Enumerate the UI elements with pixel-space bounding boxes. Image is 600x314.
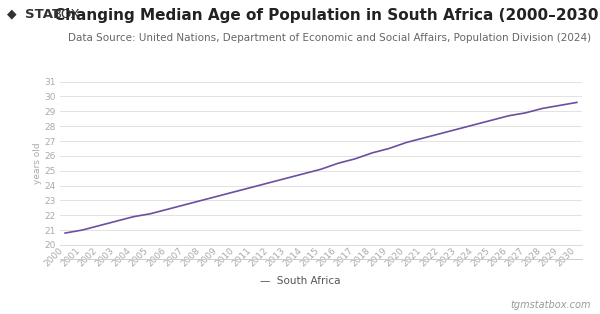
Y-axis label: years old: years old: [32, 143, 41, 184]
Text: Changing Median Age of Population in South Africa (2000–2030): Changing Median Age of Population in Sou…: [55, 8, 600, 23]
Text: ◆: ◆: [7, 8, 17, 21]
Text: Data Source: United Nations, Department of Economic and Social Affairs, Populati: Data Source: United Nations, Department …: [68, 33, 592, 43]
Text: BOX: BOX: [53, 8, 80, 21]
Text: tgmstatbox.com: tgmstatbox.com: [511, 300, 591, 310]
Text: —  South Africa: — South Africa: [260, 276, 340, 286]
Text: STAT: STAT: [25, 8, 61, 21]
